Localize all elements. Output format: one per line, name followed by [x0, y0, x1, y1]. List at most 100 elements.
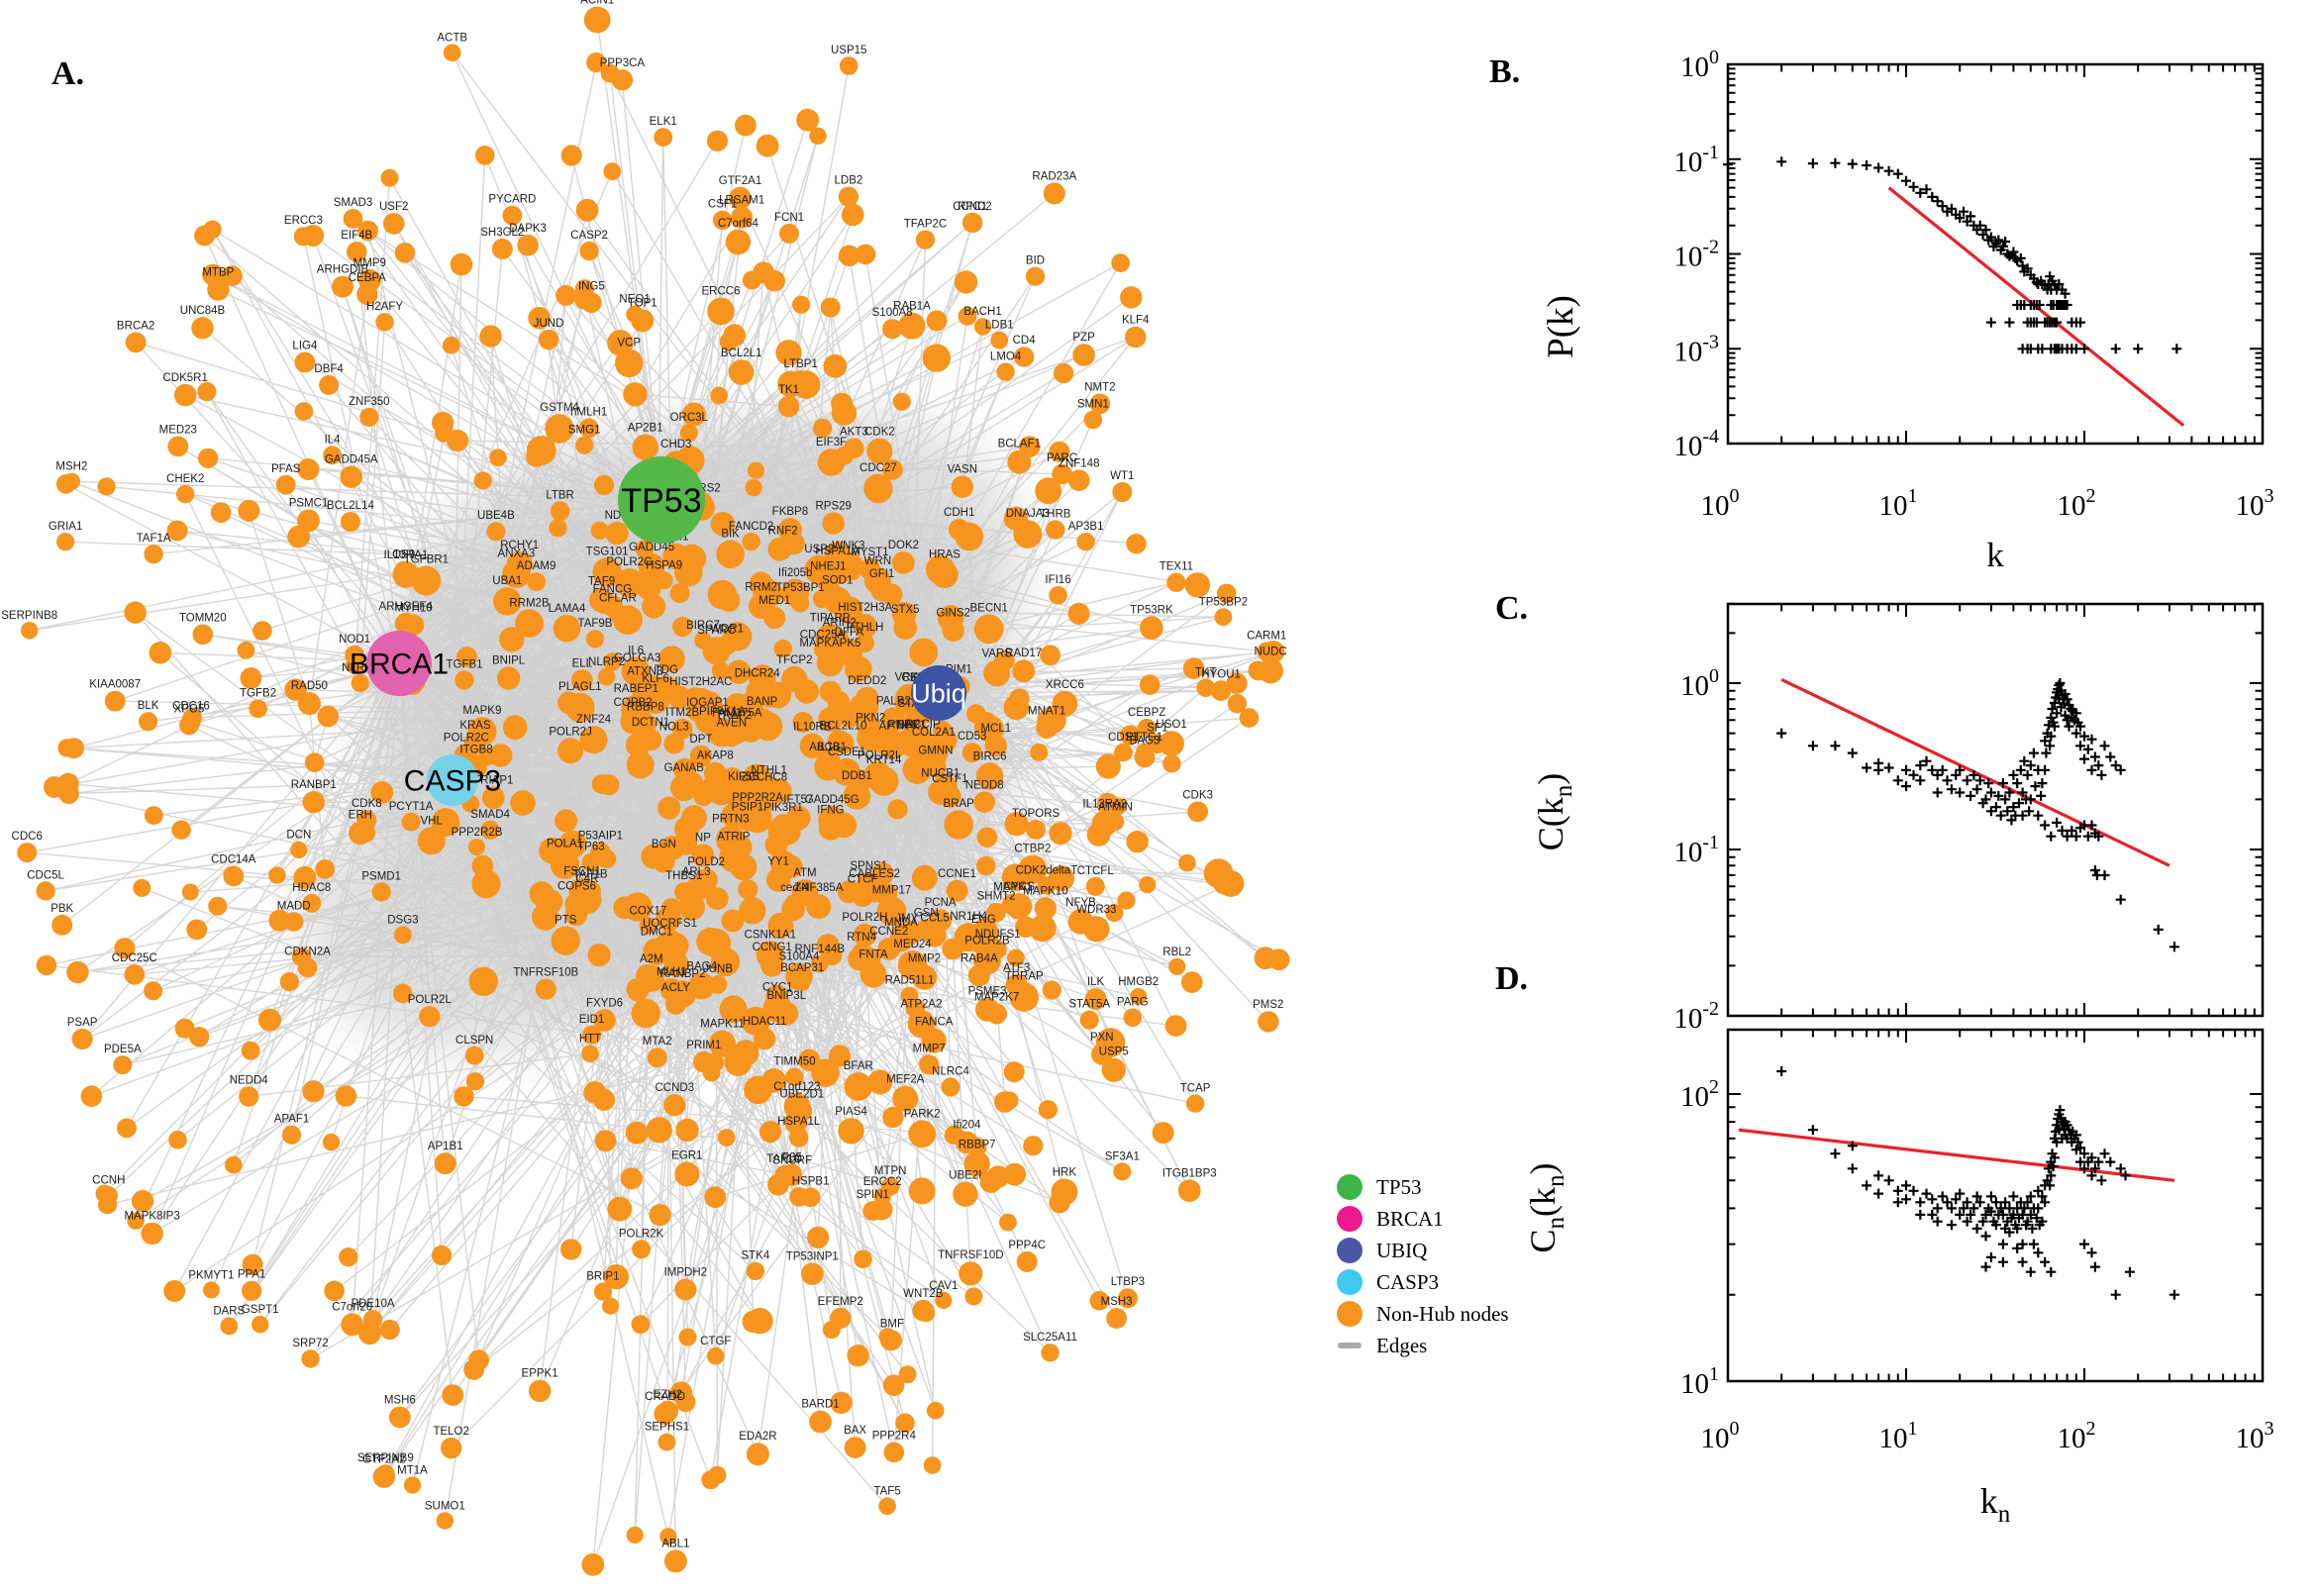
- network-node: [380, 168, 399, 187]
- network-node-label: XPO5: [174, 704, 205, 716]
- network-node-label: MED23: [159, 425, 197, 437]
- network-node-label: NUCB1: [921, 768, 960, 780]
- network-node-label: NLRC4: [932, 1066, 969, 1078]
- network-node: [767, 1173, 789, 1196]
- network-node: [728, 359, 755, 385]
- network-node: [480, 820, 500, 841]
- network-node: [691, 844, 715, 867]
- network-node: [858, 717, 883, 742]
- network-node: [935, 1291, 953, 1309]
- network-node: [603, 1264, 630, 1290]
- network-node-label: POLR2B: [964, 936, 1010, 948]
- network-node: [973, 791, 995, 813]
- network-graph: SEPHS1 TEX11 SLC25A11 SF1 USP5 PPA1 TKT MTPN PFA…: [1, 0, 1290, 1576]
- network-node: [654, 128, 673, 148]
- network-node: [302, 225, 325, 247]
- network-node: [590, 521, 609, 540]
- network-node: [1203, 858, 1234, 888]
- network-node: [486, 522, 506, 542]
- network-node: [104, 690, 126, 712]
- network-node-label: FXYD6: [586, 997, 623, 1009]
- network-node: [394, 243, 416, 263]
- network-node: [1178, 853, 1196, 872]
- network-node: [765, 984, 788, 1008]
- network-node: [847, 1345, 869, 1367]
- network-node: [468, 966, 498, 996]
- network-node-label: ABCB1: [809, 742, 847, 753]
- network-node: [941, 1077, 960, 1097]
- network-node: [1210, 680, 1232, 701]
- network-node: [742, 532, 760, 551]
- network-node: [1166, 572, 1186, 592]
- network-node: [275, 474, 296, 495]
- network-node-label: EFEMP2: [818, 1296, 863, 1308]
- network-node-label: COPS6: [557, 880, 596, 892]
- network-node-label: STX5: [891, 604, 920, 616]
- network-node-label: GADD45G: [805, 794, 859, 806]
- network-node-label: PDE5A: [104, 1044, 142, 1055]
- network-node-label: CDKN2A: [284, 947, 331, 958]
- network-node: [585, 630, 605, 648]
- network-node-label: MNAT1: [1028, 705, 1065, 717]
- network-node: [657, 1433, 676, 1451]
- network-node: [144, 806, 163, 825]
- network-node: [663, 1094, 686, 1117]
- network-node: [871, 862, 894, 885]
- network-node-label: AP2B1: [628, 423, 663, 435]
- network-node: [560, 145, 582, 166]
- network-node: [863, 473, 893, 504]
- network-node: [124, 964, 146, 985]
- hub-nodes: TP53 BRCA1 Ubiq CASP3: [350, 456, 966, 806]
- legend-label: BRCA1: [1376, 1206, 1444, 1231]
- network-node-label: NOD1: [339, 634, 370, 646]
- x-tick-label: 102: [2058, 485, 2096, 522]
- network-node: [1248, 660, 1268, 681]
- network-node: [881, 707, 906, 732]
- network-node-label: CDC16: [172, 700, 210, 712]
- network-node-label: JUND: [534, 318, 564, 330]
- network-node: [705, 887, 729, 910]
- network-node: [798, 1048, 821, 1071]
- network-node: [631, 309, 655, 333]
- network-node: [661, 932, 689, 959]
- network-node: [986, 902, 1006, 923]
- network-node: [996, 362, 1015, 381]
- network-node-label: BLK: [138, 700, 159, 712]
- network-node-label: USF2: [379, 201, 408, 213]
- network-node-label: ABL1: [661, 1538, 689, 1549]
- network-node-label: TEX11: [1160, 561, 1193, 573]
- network-node-label: SMG1: [568, 425, 601, 437]
- network-node: [882, 1374, 905, 1396]
- network-node: [657, 796, 681, 820]
- network-node-label: EDA2R: [739, 1431, 776, 1443]
- network-node-label: CEBPA: [349, 272, 386, 284]
- network-node: [911, 864, 938, 891]
- network-node: [291, 947, 312, 967]
- network-node-label: LRSAM1: [719, 195, 764, 207]
- network-node: [1046, 520, 1065, 540]
- network-node: [663, 951, 689, 977]
- network-node: [550, 501, 570, 521]
- network-node: [454, 670, 474, 690]
- network-node: [1019, 436, 1041, 457]
- network-node: [631, 998, 660, 1029]
- network-node-label: PPP2R2B: [452, 827, 503, 839]
- network-node: [171, 820, 191, 840]
- network-node-label: STK4: [742, 1250, 770, 1262]
- network-node: [335, 1085, 357, 1107]
- panel-b-label: B.: [1489, 53, 1521, 90]
- network-node-label: EGR1: [671, 1149, 702, 1161]
- x-tick-label: 100: [1701, 485, 1740, 522]
- plot-b: 100 10-1 10-2 10-3 10-4 100 101 102 103 P(k) k: [1541, 47, 2274, 574]
- legend-item-non-hub-nodes: Non-Hub nodes: [1337, 1298, 1509, 1330]
- network-node-label: PSME3: [968, 986, 1007, 998]
- network-node: [672, 616, 693, 638]
- network-node: [849, 692, 879, 723]
- network-node-label: STAT5A: [1068, 999, 1110, 1011]
- network-node: [804, 554, 834, 585]
- network-node: [827, 730, 852, 753]
- network-node-label: ZCCHC8: [741, 772, 787, 784]
- network-node-label: BAG4: [686, 960, 717, 972]
- network-node-label: AKT3: [840, 427, 868, 439]
- network-node: [874, 882, 898, 906]
